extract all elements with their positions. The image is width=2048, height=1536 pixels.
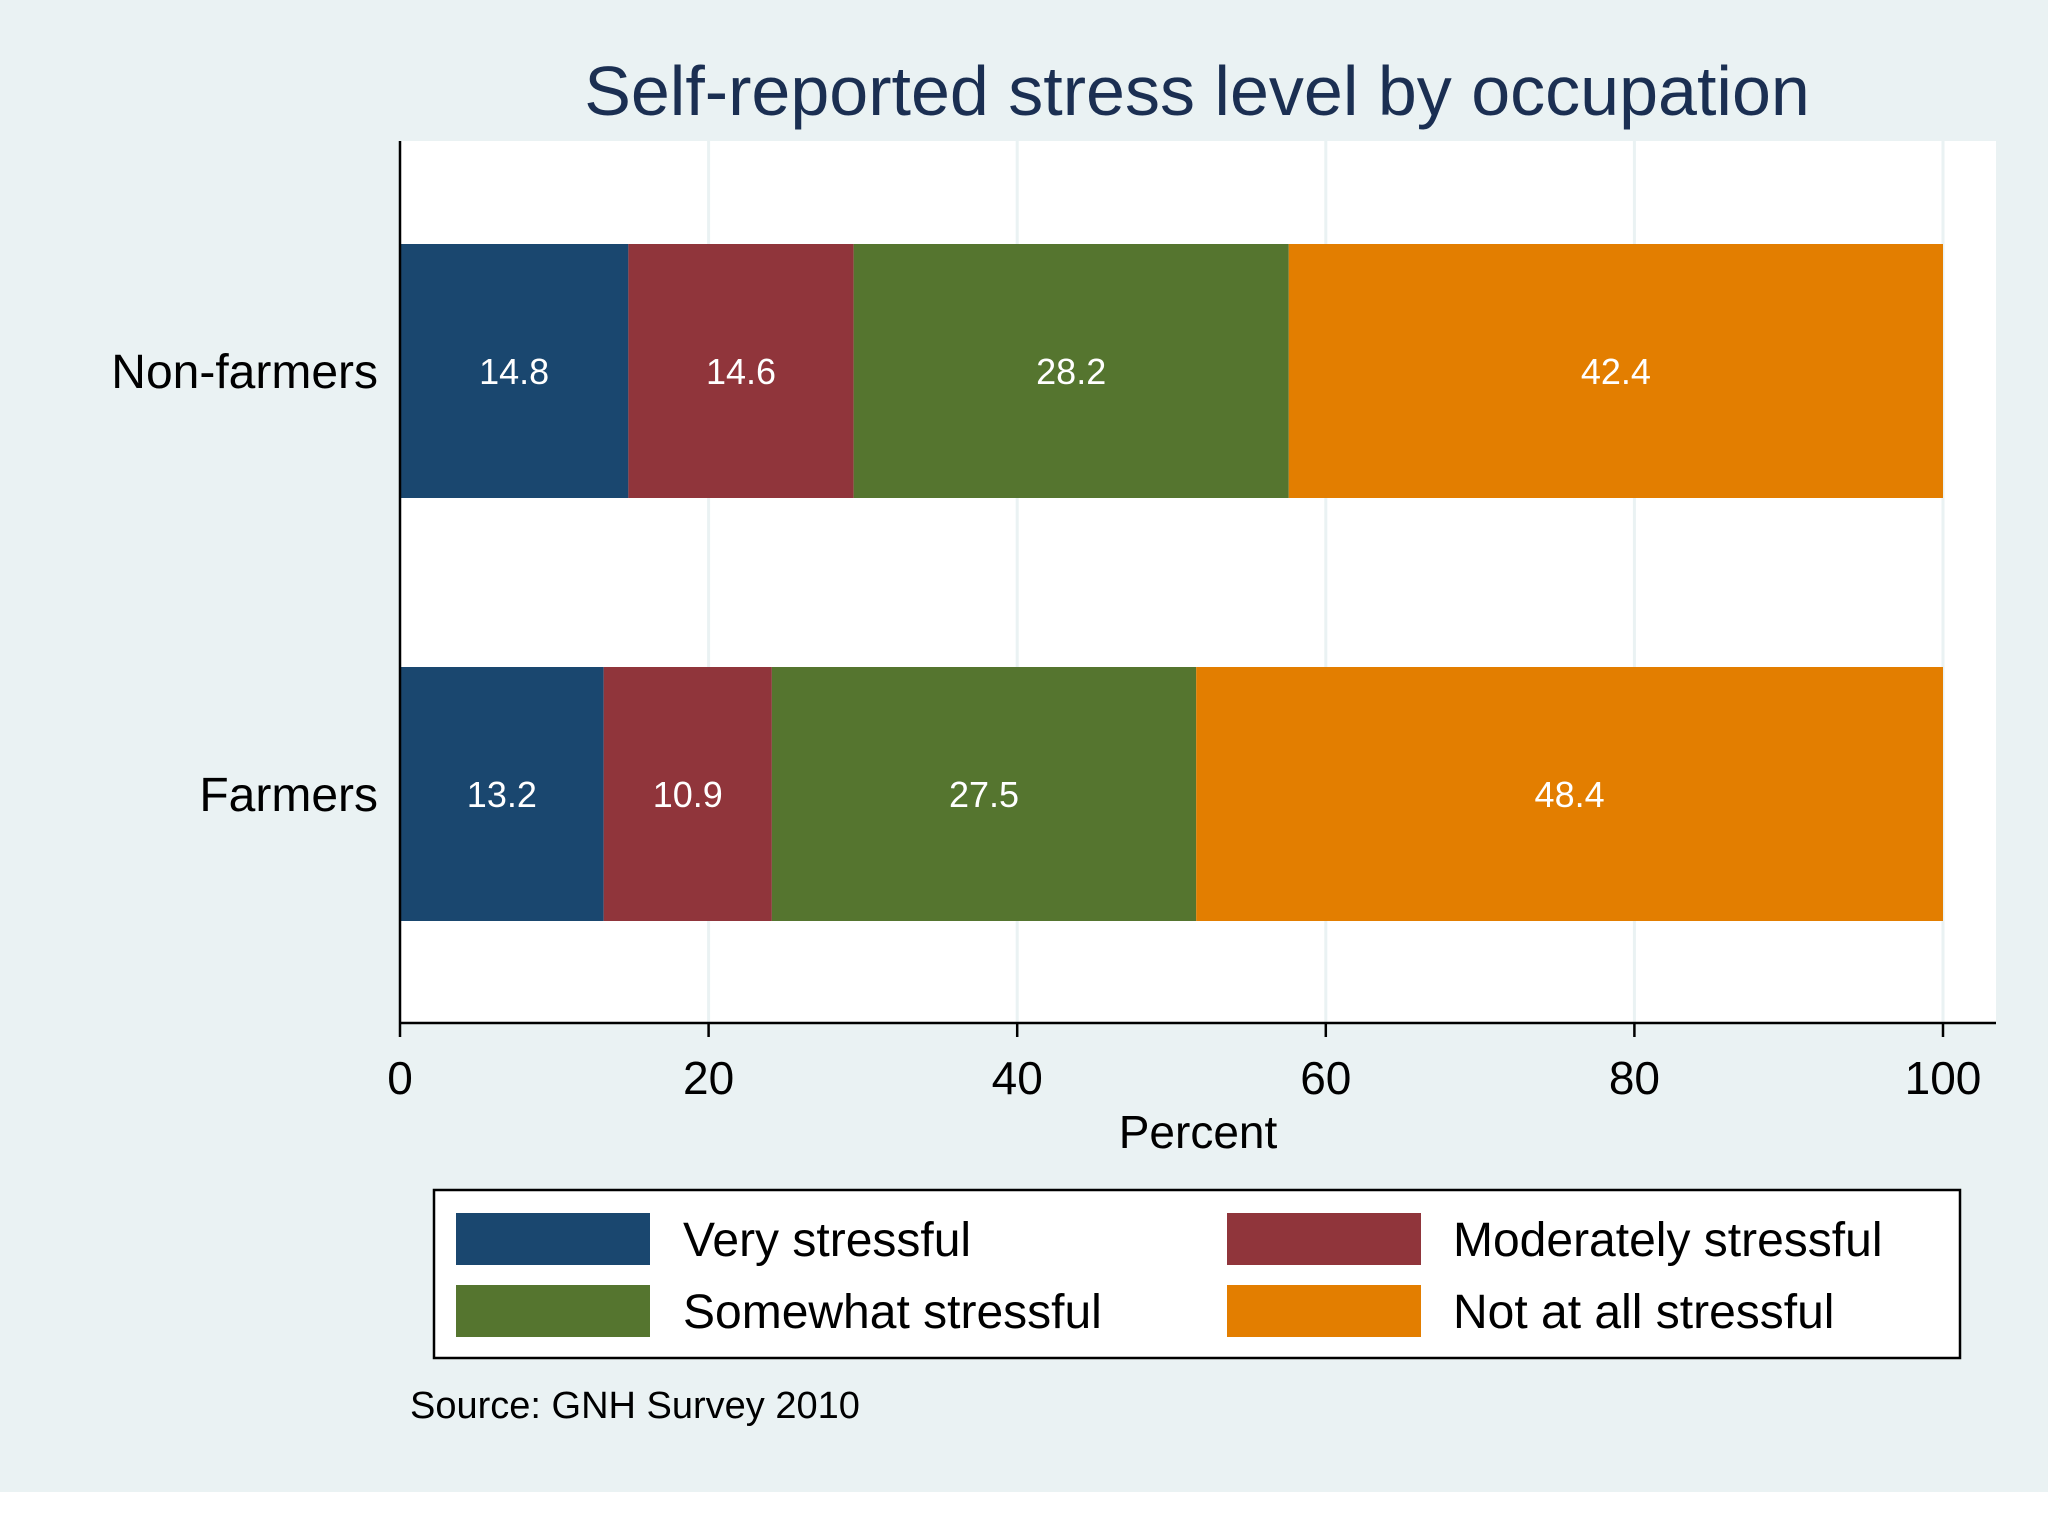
legend-label-somewhat-stressful: Somewhat stressful bbox=[683, 1286, 1102, 1339]
legend-label-moderately-stressful: Moderately stressful bbox=[1453, 1214, 1883, 1267]
x-tick-label-0: 0 bbox=[387, 1052, 413, 1104]
chart-canvas: Self-reported stress level by occupation… bbox=[111, 52, 1996, 1427]
x-tick-label-80: 80 bbox=[1609, 1052, 1660, 1104]
x-tick-labels: 0 20 40 60 80 100 bbox=[387, 1052, 1981, 1104]
legend: Very stressful Moderately stressful Somewh… bbox=[432, 1188, 1962, 1360]
category-label-non-farmers: Non-farmers bbox=[111, 346, 378, 399]
axes bbox=[398, 141, 1996, 1037]
source-note: Source: GNH Survey 2010 bbox=[410, 1385, 860, 1427]
data-label-farmers-very-stressful: 13.2 bbox=[467, 774, 537, 815]
data-label-non-farmers-very-stressful: 14.8 bbox=[479, 351, 549, 392]
legend-frame bbox=[432, 1188, 1962, 1360]
legend-swatch-moderately-stressful bbox=[1227, 1213, 1421, 1265]
bar-farmers-moderately-stressful bbox=[603, 667, 772, 921]
data-label-non-farmers-moderately-stressful: 14.6 bbox=[706, 351, 776, 392]
bar-segments bbox=[400, 244, 1943, 921]
category-labels: Non-farmers Farmers bbox=[111, 346, 378, 822]
x-tick-label-60: 60 bbox=[1300, 1052, 1351, 1104]
category-label-farmers: Farmers bbox=[199, 769, 378, 822]
x-tick-label-100: 100 bbox=[1905, 1052, 1982, 1104]
chart-figure: Self-reported stress level by occupation… bbox=[0, 0, 2048, 1492]
x-axis-title: Percent bbox=[1119, 1106, 1278, 1158]
bar-non-farmers-not-at-all-stressful bbox=[1288, 244, 1943, 498]
legend-swatch-somewhat-stressful bbox=[456, 1285, 650, 1337]
legend-label-very-stressful: Very stressful bbox=[683, 1214, 971, 1267]
bar-non-farmers-moderately-stressful bbox=[628, 244, 854, 498]
x-tick-label-40: 40 bbox=[992, 1052, 1043, 1104]
data-label-farmers-not-at-all-stressful: 48.4 bbox=[1535, 774, 1605, 815]
legend-swatch-very-stressful bbox=[456, 1213, 650, 1265]
bar-non-farmers-very-stressful bbox=[400, 244, 629, 498]
data-label-non-farmers-somewhat-stressful: 28.2 bbox=[1036, 351, 1106, 392]
bar-farmers-somewhat-stressful bbox=[771, 667, 1197, 921]
x-tick-label-20: 20 bbox=[683, 1052, 734, 1104]
legend-swatch-not-at-all-stressful bbox=[1227, 1285, 1421, 1337]
chart-title: Self-reported stress level by occupation bbox=[584, 52, 1810, 130]
data-labels: 14.8 14.6 28.2 42.4 13.2 10.9 27.5 48.4 bbox=[467, 351, 1651, 815]
data-label-farmers-moderately-stressful: 10.9 bbox=[653, 774, 723, 815]
bar-non-farmers-somewhat-stressful bbox=[853, 244, 1289, 498]
bar-farmers-very-stressful bbox=[400, 667, 604, 921]
bar-farmers-not-at-all-stressful bbox=[1196, 667, 1943, 921]
legend-label-not-at-all-stressful: Not at all stressful bbox=[1453, 1286, 1834, 1339]
data-label-farmers-somewhat-stressful: 27.5 bbox=[949, 774, 1019, 815]
data-label-non-farmers-not-at-all-stressful: 42.4 bbox=[1581, 351, 1651, 392]
